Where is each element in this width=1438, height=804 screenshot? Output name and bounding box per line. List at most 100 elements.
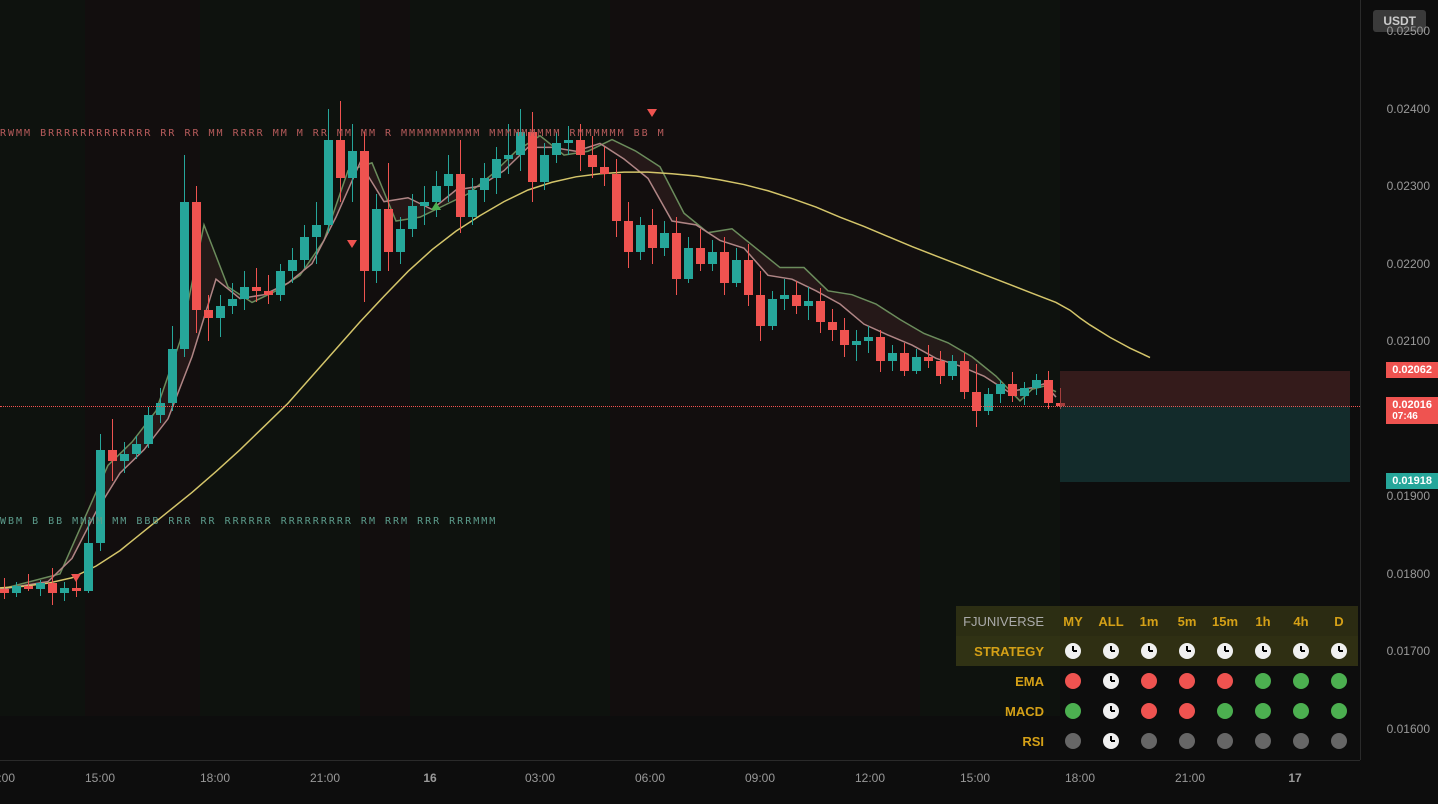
x-tick: 18:00 — [1065, 771, 1095, 785]
background-zone — [0, 0, 85, 716]
background-zone — [410, 0, 610, 716]
status-dot-icon — [1141, 673, 1157, 689]
clock-icon — [1331, 643, 1347, 659]
status-dot-icon — [1065, 703, 1081, 719]
status-dot-icon — [1217, 703, 1233, 719]
clock-icon — [1103, 643, 1119, 659]
signal-cell — [1244, 703, 1282, 720]
status-dot-icon — [1141, 733, 1157, 749]
panel-title: FJUNIVERSE — [956, 614, 1054, 629]
signal-cell — [1320, 703, 1358, 720]
signal-cell — [1130, 673, 1168, 690]
clock-icon — [1217, 643, 1233, 659]
price-marker: 0.01918 — [1386, 473, 1438, 489]
price-marker: 0.02062 — [1386, 362, 1438, 378]
signal-row: RSI — [956, 726, 1358, 756]
indicator-label: MACD — [956, 704, 1054, 719]
timeframe-header[interactable]: D — [1320, 614, 1358, 629]
y-tick: 0.01900 — [1387, 489, 1430, 503]
clock-icon — [1179, 643, 1195, 659]
timeframe-header[interactable]: 4h — [1282, 614, 1320, 629]
signal-cell — [1244, 733, 1282, 750]
status-dot-icon — [1179, 673, 1195, 689]
triangle-down-icon — [71, 574, 81, 582]
signal-cell — [1206, 703, 1244, 720]
status-dot-icon — [1217, 733, 1233, 749]
signal-cell — [1206, 643, 1244, 660]
status-dot-icon — [1293, 673, 1309, 689]
y-tick: 0.01700 — [1387, 644, 1430, 658]
clock-icon — [1065, 643, 1081, 659]
signal-markers-top: RWMM BRRRRRRRRRRRRR RR RR MM RRRR MM M R… — [0, 128, 666, 139]
signal-cell — [1130, 733, 1168, 750]
clock-icon — [1255, 643, 1271, 659]
background-zone — [670, 0, 850, 716]
status-dot-icon — [1179, 703, 1195, 719]
status-dot-icon — [1179, 733, 1195, 749]
signal-cell — [1092, 643, 1130, 660]
y-tick: 0.02500 — [1387, 24, 1430, 38]
position-zone — [1060, 406, 1350, 482]
signal-cell — [1054, 673, 1092, 690]
position-zone — [1060, 371, 1350, 407]
clock-icon — [1103, 673, 1119, 689]
x-tick: 15:00 — [960, 771, 990, 785]
y-tick: 0.02300 — [1387, 179, 1430, 193]
signal-cell — [1244, 643, 1282, 660]
clock-icon — [1293, 643, 1309, 659]
y-tick: 0.02100 — [1387, 334, 1430, 348]
triangle-down-icon — [347, 240, 357, 248]
status-dot-icon — [1255, 733, 1271, 749]
signal-cell — [1168, 673, 1206, 690]
x-tick: 21:00 — [310, 771, 340, 785]
signal-cell — [1282, 643, 1320, 660]
signal-header-row: FJUNIVERSE MYALL1m5m15m1h4hD — [956, 606, 1358, 636]
background-zone — [360, 0, 410, 716]
price-marker: 0.0201607:46 — [1386, 397, 1438, 424]
clock-icon — [1103, 703, 1119, 719]
timeframe-header[interactable]: 15m — [1206, 614, 1244, 629]
x-tick: 16 — [423, 771, 436, 785]
status-dot-icon — [1065, 733, 1081, 749]
timeframe-header[interactable]: 1m — [1130, 614, 1168, 629]
background-zone — [85, 0, 200, 716]
x-tick: 12:00 — [855, 771, 885, 785]
status-dot-icon — [1217, 673, 1233, 689]
signal-cell — [1244, 673, 1282, 690]
signal-cell — [1054, 643, 1092, 660]
y-tick: 0.02200 — [1387, 257, 1430, 271]
signal-cell — [1054, 733, 1092, 750]
x-axis: 12:0015:0018:0021:001603:0006:0009:0012:… — [0, 760, 1360, 804]
timeframe-header[interactable]: MY — [1054, 614, 1092, 629]
signal-cell — [1092, 703, 1130, 720]
y-tick: 0.01600 — [1387, 722, 1430, 736]
background-zone — [200, 0, 360, 716]
signal-cell — [1168, 733, 1206, 750]
background-zone — [850, 0, 920, 716]
background-zone — [610, 0, 670, 716]
status-dot-icon — [1331, 673, 1347, 689]
x-tick: 17 — [1288, 771, 1301, 785]
timeframe-header[interactable]: ALL — [1092, 614, 1130, 629]
signal-cell — [1320, 733, 1358, 750]
status-dot-icon — [1255, 673, 1271, 689]
signal-cell — [1130, 643, 1168, 660]
x-tick: 12:00 — [0, 771, 15, 785]
status-dot-icon — [1331, 733, 1347, 749]
timeframe-header[interactable]: 5m — [1168, 614, 1206, 629]
status-dot-icon — [1255, 703, 1271, 719]
status-dot-icon — [1293, 703, 1309, 719]
signal-cell — [1168, 643, 1206, 660]
signal-cell — [1206, 733, 1244, 750]
signal-panel: FJUNIVERSE MYALL1m5m15m1h4hD STRATEGYEMA… — [956, 606, 1358, 756]
signal-cell — [1320, 673, 1358, 690]
clock-icon — [1141, 643, 1157, 659]
status-dot-icon — [1331, 703, 1347, 719]
x-tick: 09:00 — [745, 771, 775, 785]
timeframe-header[interactable]: 1h — [1244, 614, 1282, 629]
x-tick: 03:00 — [525, 771, 555, 785]
indicator-label: STRATEGY — [956, 644, 1054, 659]
signal-cell — [1282, 733, 1320, 750]
signal-cell — [1206, 673, 1244, 690]
signal-cell — [1320, 643, 1358, 660]
